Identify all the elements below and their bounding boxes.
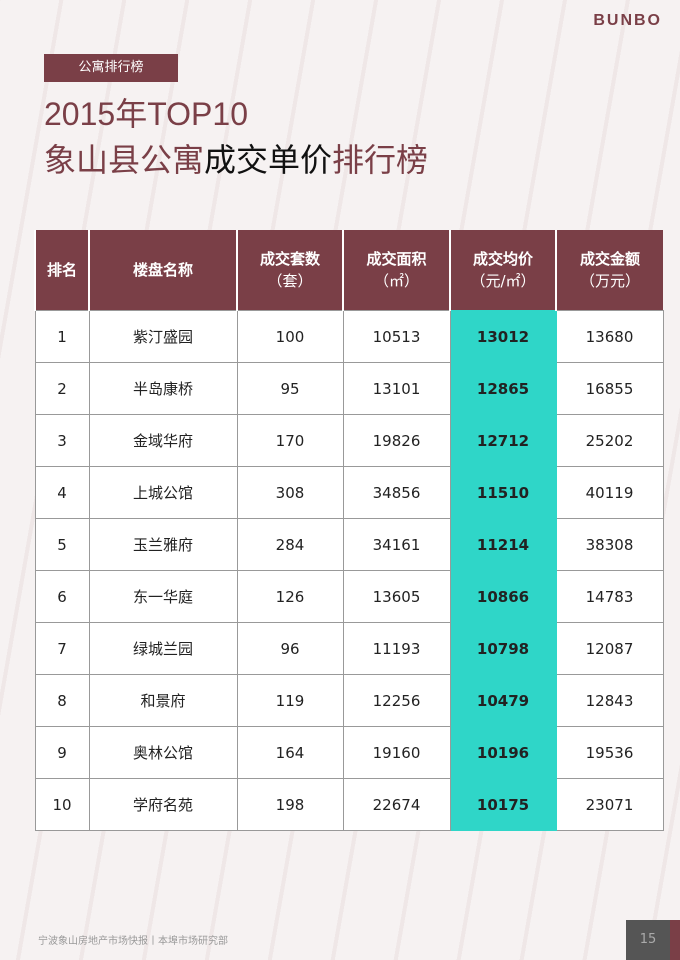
- table-cell: 12843: [555, 674, 664, 727]
- table-row: 3 金域华府 170 19826 12712 25202: [34, 414, 664, 467]
- page-accent: [670, 920, 680, 960]
- table-cell: 5: [34, 518, 90, 571]
- table-cell: 上城公馆: [88, 466, 238, 519]
- table-cell: 100: [236, 310, 344, 363]
- column-header: 排名: [34, 230, 89, 311]
- table-row: 5 玉兰雅府 284 34161 11214 38308: [34, 518, 664, 571]
- table-row: 2 半岛康桥 95 13101 12865 16855: [34, 362, 664, 415]
- subtitle-part: 排行榜: [332, 141, 429, 179]
- table-row: 1 紫汀盛园 100 10513 13012 13680: [34, 310, 664, 363]
- table-cell: 284: [236, 518, 344, 571]
- table-cell: 19826: [342, 414, 451, 467]
- logo: BUNBO: [593, 12, 662, 29]
- table-row: 10 学府名苑 198 22674 10175 23071: [34, 778, 664, 831]
- table-cell: 紫汀盛园: [88, 310, 238, 363]
- column-header: 成交面积 （㎡）: [342, 230, 450, 311]
- table-cell: 10: [34, 778, 90, 831]
- footer: 宁波象山房地产市场快报丨本埠市场研究部: [38, 936, 228, 947]
- header-label: 成交金额: [579, 250, 640, 268]
- table-cell: 8: [34, 674, 90, 727]
- table-cell: 119: [236, 674, 344, 727]
- table-cell: 和景府: [88, 674, 238, 727]
- table-cell: 198: [236, 778, 344, 831]
- ranking-table: 排名 楼盘名称 成交套数 （套） 成交面积 （㎡） 成交均价 （元/㎡） 成交金额 （万元） 1 紫汀…: [34, 230, 664, 831]
- header-row: 排名 楼盘名称 成交套数 （套） 成交面积 （㎡） 成交均价 （元/㎡） 成交金额 （万元）: [34, 230, 663, 311]
- table-cell: 6: [34, 570, 90, 623]
- header-unit: （元/㎡）: [470, 272, 536, 290]
- subtitle-part: 象山县公寓: [44, 141, 205, 179]
- table-cell: 10513: [342, 310, 451, 363]
- column-header: 楼盘名称: [88, 230, 237, 311]
- header-label: 成交均价: [472, 250, 533, 268]
- table-cell: 25202: [555, 414, 664, 467]
- table-cell: 半岛康桥: [88, 362, 238, 415]
- header-label: 成交面积: [366, 250, 427, 268]
- table-cell: 1: [34, 310, 90, 363]
- header-label: 成交套数: [259, 250, 320, 268]
- table-cell: 9: [34, 726, 90, 779]
- table-cell: 22674: [342, 778, 451, 831]
- table-cell: 奥林公馆: [88, 726, 238, 779]
- table-cell: 13101: [342, 362, 451, 415]
- table-cell: 东一华庭: [88, 570, 238, 623]
- subtitle-emphasis: 成交单价: [204, 141, 333, 179]
- page-title: 2015年TOP10: [44, 96, 248, 132]
- table-row: 8 和景府 119 12256 10479 12843: [34, 674, 664, 727]
- table-cell: 12087: [555, 622, 664, 675]
- table-cell: 金域华府: [88, 414, 238, 467]
- table-cell: 11510: [449, 466, 557, 519]
- table-cell: 学府名苑: [88, 778, 238, 831]
- table-cell: 11193: [342, 622, 451, 675]
- table-cell: 7: [34, 622, 90, 675]
- table-cell: 38308: [555, 518, 664, 571]
- header-unit: （㎡）: [373, 272, 419, 290]
- table-cell: 19536: [555, 726, 664, 779]
- table-cell: 14783: [555, 570, 664, 623]
- table-cell: 19160: [342, 726, 451, 779]
- header-unit: （万元）: [579, 272, 640, 290]
- table-cell: 308: [236, 466, 344, 519]
- table-cell: 3: [34, 414, 90, 467]
- table-row: 9 奥林公馆 164 19160 10196 19536: [34, 726, 664, 779]
- page-number: 15: [626, 920, 670, 960]
- table-cell: 13012: [449, 310, 557, 363]
- table-cell: 11214: [449, 518, 557, 571]
- column-header: 成交金额 （万元）: [555, 230, 663, 311]
- header-label: 楼盘名称: [132, 261, 193, 279]
- table-cell: 2: [34, 362, 90, 415]
- column-header: 成交均价 （元/㎡）: [449, 230, 556, 311]
- table-cell: 126: [236, 570, 344, 623]
- table-cell: 40119: [555, 466, 664, 519]
- table-row: 6 东一华庭 126 13605 10866 14783: [34, 570, 664, 623]
- table-cell: 164: [236, 726, 344, 779]
- table-cell: 10798: [449, 622, 557, 675]
- table-cell: 12256: [342, 674, 451, 727]
- table-cell: 34161: [342, 518, 451, 571]
- page-subtitle: 象山县公寓成交单价排行榜: [44, 140, 428, 180]
- column-header: 成交套数 （套）: [236, 230, 343, 311]
- table-cell: 16855: [555, 362, 664, 415]
- table-row: 4 上城公馆 308 34856 11510 40119: [34, 466, 664, 519]
- table-row: 7 绿城兰园 96 11193 10798 12087: [34, 622, 664, 675]
- table-cell: 10175: [449, 778, 557, 831]
- table-cell: 95: [236, 362, 344, 415]
- table-cell: 10479: [449, 674, 557, 727]
- section-tag: 公寓排行榜: [44, 54, 178, 82]
- header-label: 排名: [46, 261, 77, 279]
- header-unit: （套）: [267, 272, 313, 290]
- table-cell: 4: [34, 466, 90, 519]
- table-cell: 34856: [342, 466, 451, 519]
- table-cell: 10866: [449, 570, 557, 623]
- table-cell: 23071: [555, 778, 664, 831]
- table-cell: 96: [236, 622, 344, 675]
- table-cell: 玉兰雅府: [88, 518, 238, 571]
- table-cell: 10196: [449, 726, 557, 779]
- table-cell: 12865: [449, 362, 557, 415]
- table-cell: 绿城兰园: [88, 622, 238, 675]
- table-cell: 170: [236, 414, 344, 467]
- table-cell: 13680: [555, 310, 664, 363]
- table-cell: 12712: [449, 414, 557, 467]
- table-cell: 13605: [342, 570, 451, 623]
